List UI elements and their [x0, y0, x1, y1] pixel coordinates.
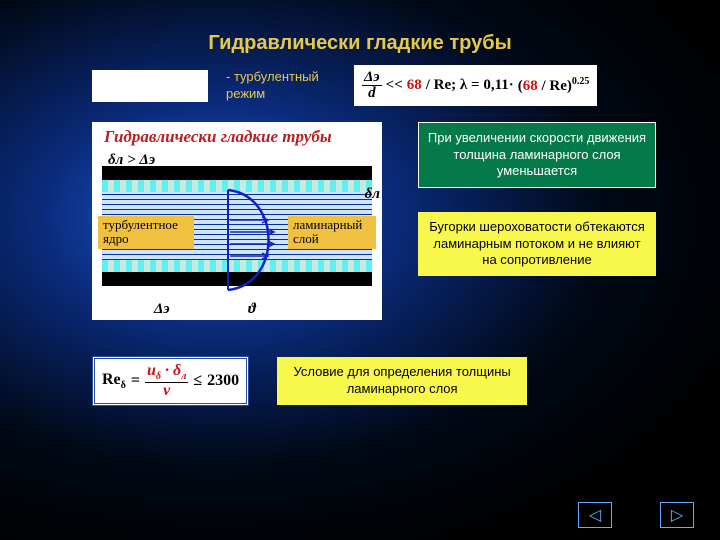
turbulent-label: - турбулентный режим: [226, 69, 336, 102]
condition-box: Условие для определения толщины ламинарн…: [277, 357, 527, 404]
empty-box: [92, 70, 208, 102]
delta-l-label: δл: [365, 186, 380, 203]
nav-next-button[interactable]: ▷: [660, 502, 694, 528]
core-label: турбулентное ядро: [98, 216, 194, 249]
theta-label: ϑ: [248, 301, 256, 318]
nav-prev-button[interactable]: ◁: [578, 502, 612, 528]
info-yellow-box: Бугорки шероховатости обтекаются ламинар…: [418, 212, 656, 276]
page-title: Гидравлически гладкие трубы: [0, 0, 720, 55]
formula-row: - турбулентный режим Δэ d << 68 / Re; λ …: [0, 65, 720, 106]
delta-e-label: Δэ: [154, 301, 170, 318]
info-green-box: При увеличении скорости движения толщина…: [418, 122, 656, 188]
velocity-profile: [222, 186, 302, 294]
reynolds-formula: Reδ = uδ · δл ν ≤ 2300: [92, 356, 249, 406]
pipe-diagram: Гидравлически гладкие трубы турбулентное…: [92, 122, 382, 320]
diagram-title: Гидравлически гладкие трубы: [92, 122, 382, 147]
lambda-formula: Δэ d << 68 / Re; λ = 0,11· (68 / Re)0.25: [354, 65, 597, 106]
delta-gt-label: δл > Δэ: [108, 152, 155, 169]
